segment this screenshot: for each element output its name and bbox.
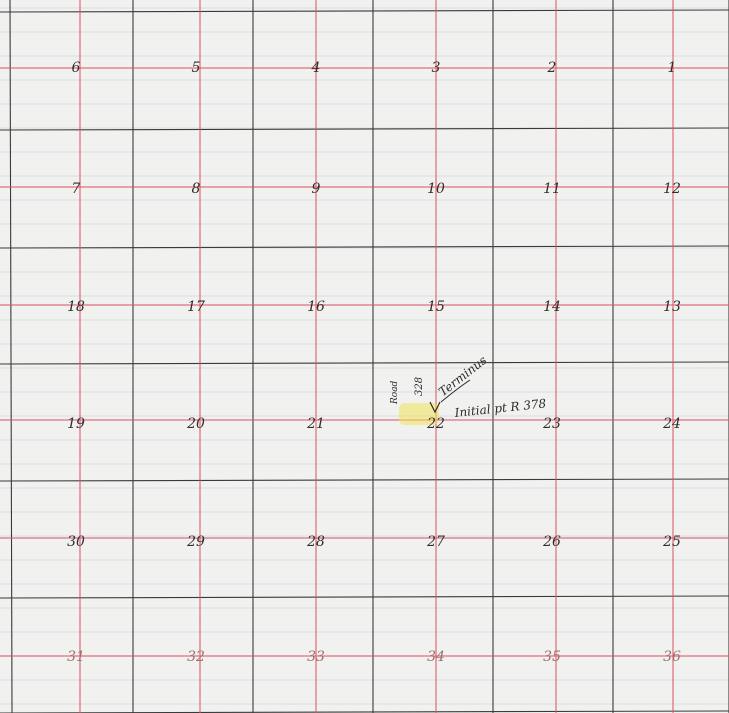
section-number: 6 (71, 60, 81, 76)
section-number: 18 (67, 299, 85, 315)
section-number: 9 (311, 181, 321, 197)
section-number: 12 (663, 181, 681, 197)
section-number: 35 (543, 649, 561, 665)
section-line-horizontal (0, 595, 729, 599)
section-number: 22 (427, 416, 445, 432)
section-number: 24 (663, 416, 681, 432)
section-number: 31 (67, 649, 85, 665)
section-number: 10 (427, 181, 445, 197)
section-number: 23 (543, 416, 561, 432)
road-highlight (399, 403, 439, 425)
section-number: 32 (187, 649, 205, 665)
section-number: 36 (663, 649, 681, 665)
section-number: 16 (307, 299, 325, 315)
section-number: 20 (187, 416, 205, 432)
section-number: 27 (427, 534, 445, 550)
section-number: 3 (431, 60, 441, 76)
section-line-vertical (9, 0, 13, 713)
section-number: 26 (543, 534, 561, 550)
section-line-horizontal (0, 478, 729, 482)
section-number: 5 (191, 60, 201, 76)
section-number: 19 (67, 416, 85, 432)
section-number: 2 (547, 60, 557, 76)
section-number: 8 (191, 181, 201, 197)
section-number: 28 (307, 534, 325, 550)
section-number: 29 (187, 534, 205, 550)
section-number: 30 (67, 534, 85, 550)
section-line-horizontal (0, 9, 729, 13)
section-number: 1 (667, 60, 677, 76)
section-number: 25 (663, 534, 681, 550)
section-number: 4 (311, 60, 321, 76)
section-number: 11 (543, 181, 561, 197)
section-line-horizontal (0, 127, 729, 131)
section-number: 13 (663, 299, 681, 315)
section-line-horizontal (0, 361, 729, 365)
section-number: 7 (71, 181, 81, 197)
section-number: 21 (307, 416, 325, 432)
section-number: 14 (543, 299, 561, 315)
section-number: 34 (427, 649, 445, 665)
section-line-horizontal (0, 245, 729, 249)
section-number: 15 (427, 299, 445, 315)
section-number: 17 (187, 299, 205, 315)
section-number: 33 (307, 649, 325, 665)
